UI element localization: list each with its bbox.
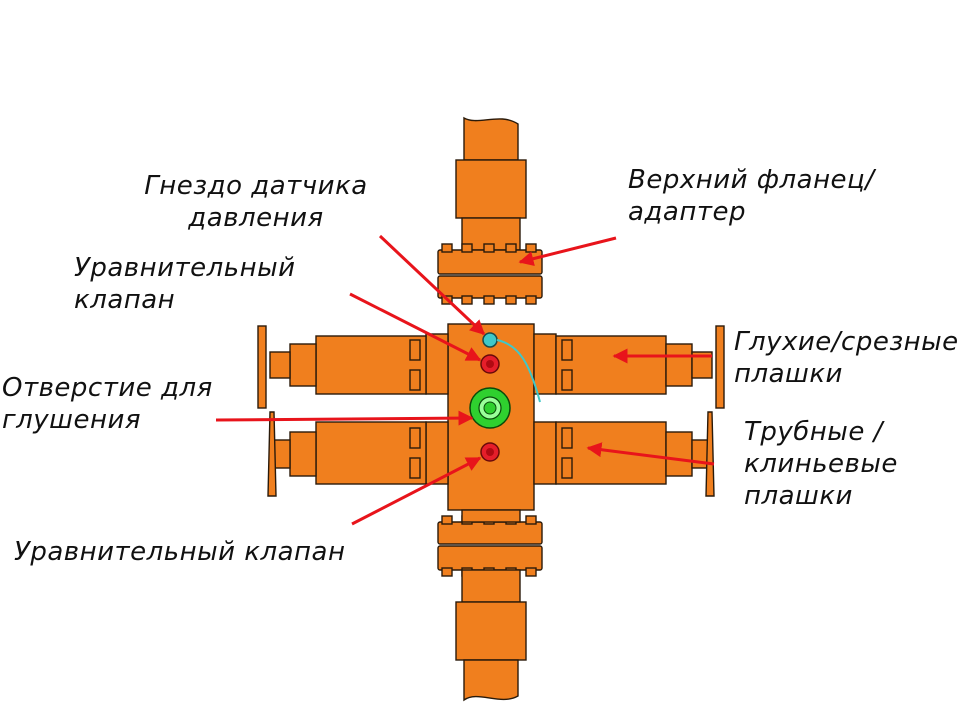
label-blind-shear-rams: Глухие/срезные плашки (734, 327, 959, 389)
label-equalizing-valve-top: Уравнительный клапан (74, 253, 296, 315)
bottom-flange-lower (437, 545, 543, 571)
top-flange-upper (437, 249, 543, 275)
bop-body (257, 116, 725, 702)
upper-left-ram (315, 335, 427, 395)
bottom-pipe (463, 659, 519, 702)
arrow-pressure-port (378, 234, 486, 336)
bottom-spool (455, 601, 527, 661)
sensor-port (482, 332, 541, 403)
label-equalizing-valve-bottom: Уравнительный клапан (14, 537, 346, 567)
top-spool (455, 159, 527, 219)
label-pipe-slip-rams: Трубные / клиньевые плашки (744, 417, 898, 511)
label-kill-line-outlet: Отверстие для глушения (2, 373, 213, 435)
arrow-kill-port (215, 410, 474, 426)
top-pipe (463, 116, 519, 161)
lower-left-ram (315, 421, 427, 485)
arrow-pipe-slip (586, 442, 715, 466)
label-top-flange: Верхний фланец/ адаптер (628, 165, 875, 227)
upper-right-ram (555, 335, 667, 395)
equalizing-valve-top-marker (480, 354, 500, 374)
equalizing-valve-bottom-marker (480, 442, 500, 462)
arrow-equalizing-valve-bottom (351, 456, 482, 526)
label-pressure-port: Гнездо датчика давления (144, 171, 368, 233)
bottom-flange-upper (437, 521, 543, 545)
kill-port-marker (469, 387, 511, 429)
arrow-top-flange (518, 236, 617, 267)
top-flange-lower (437, 275, 543, 299)
arrow-equalizing-valve-top (349, 292, 482, 362)
